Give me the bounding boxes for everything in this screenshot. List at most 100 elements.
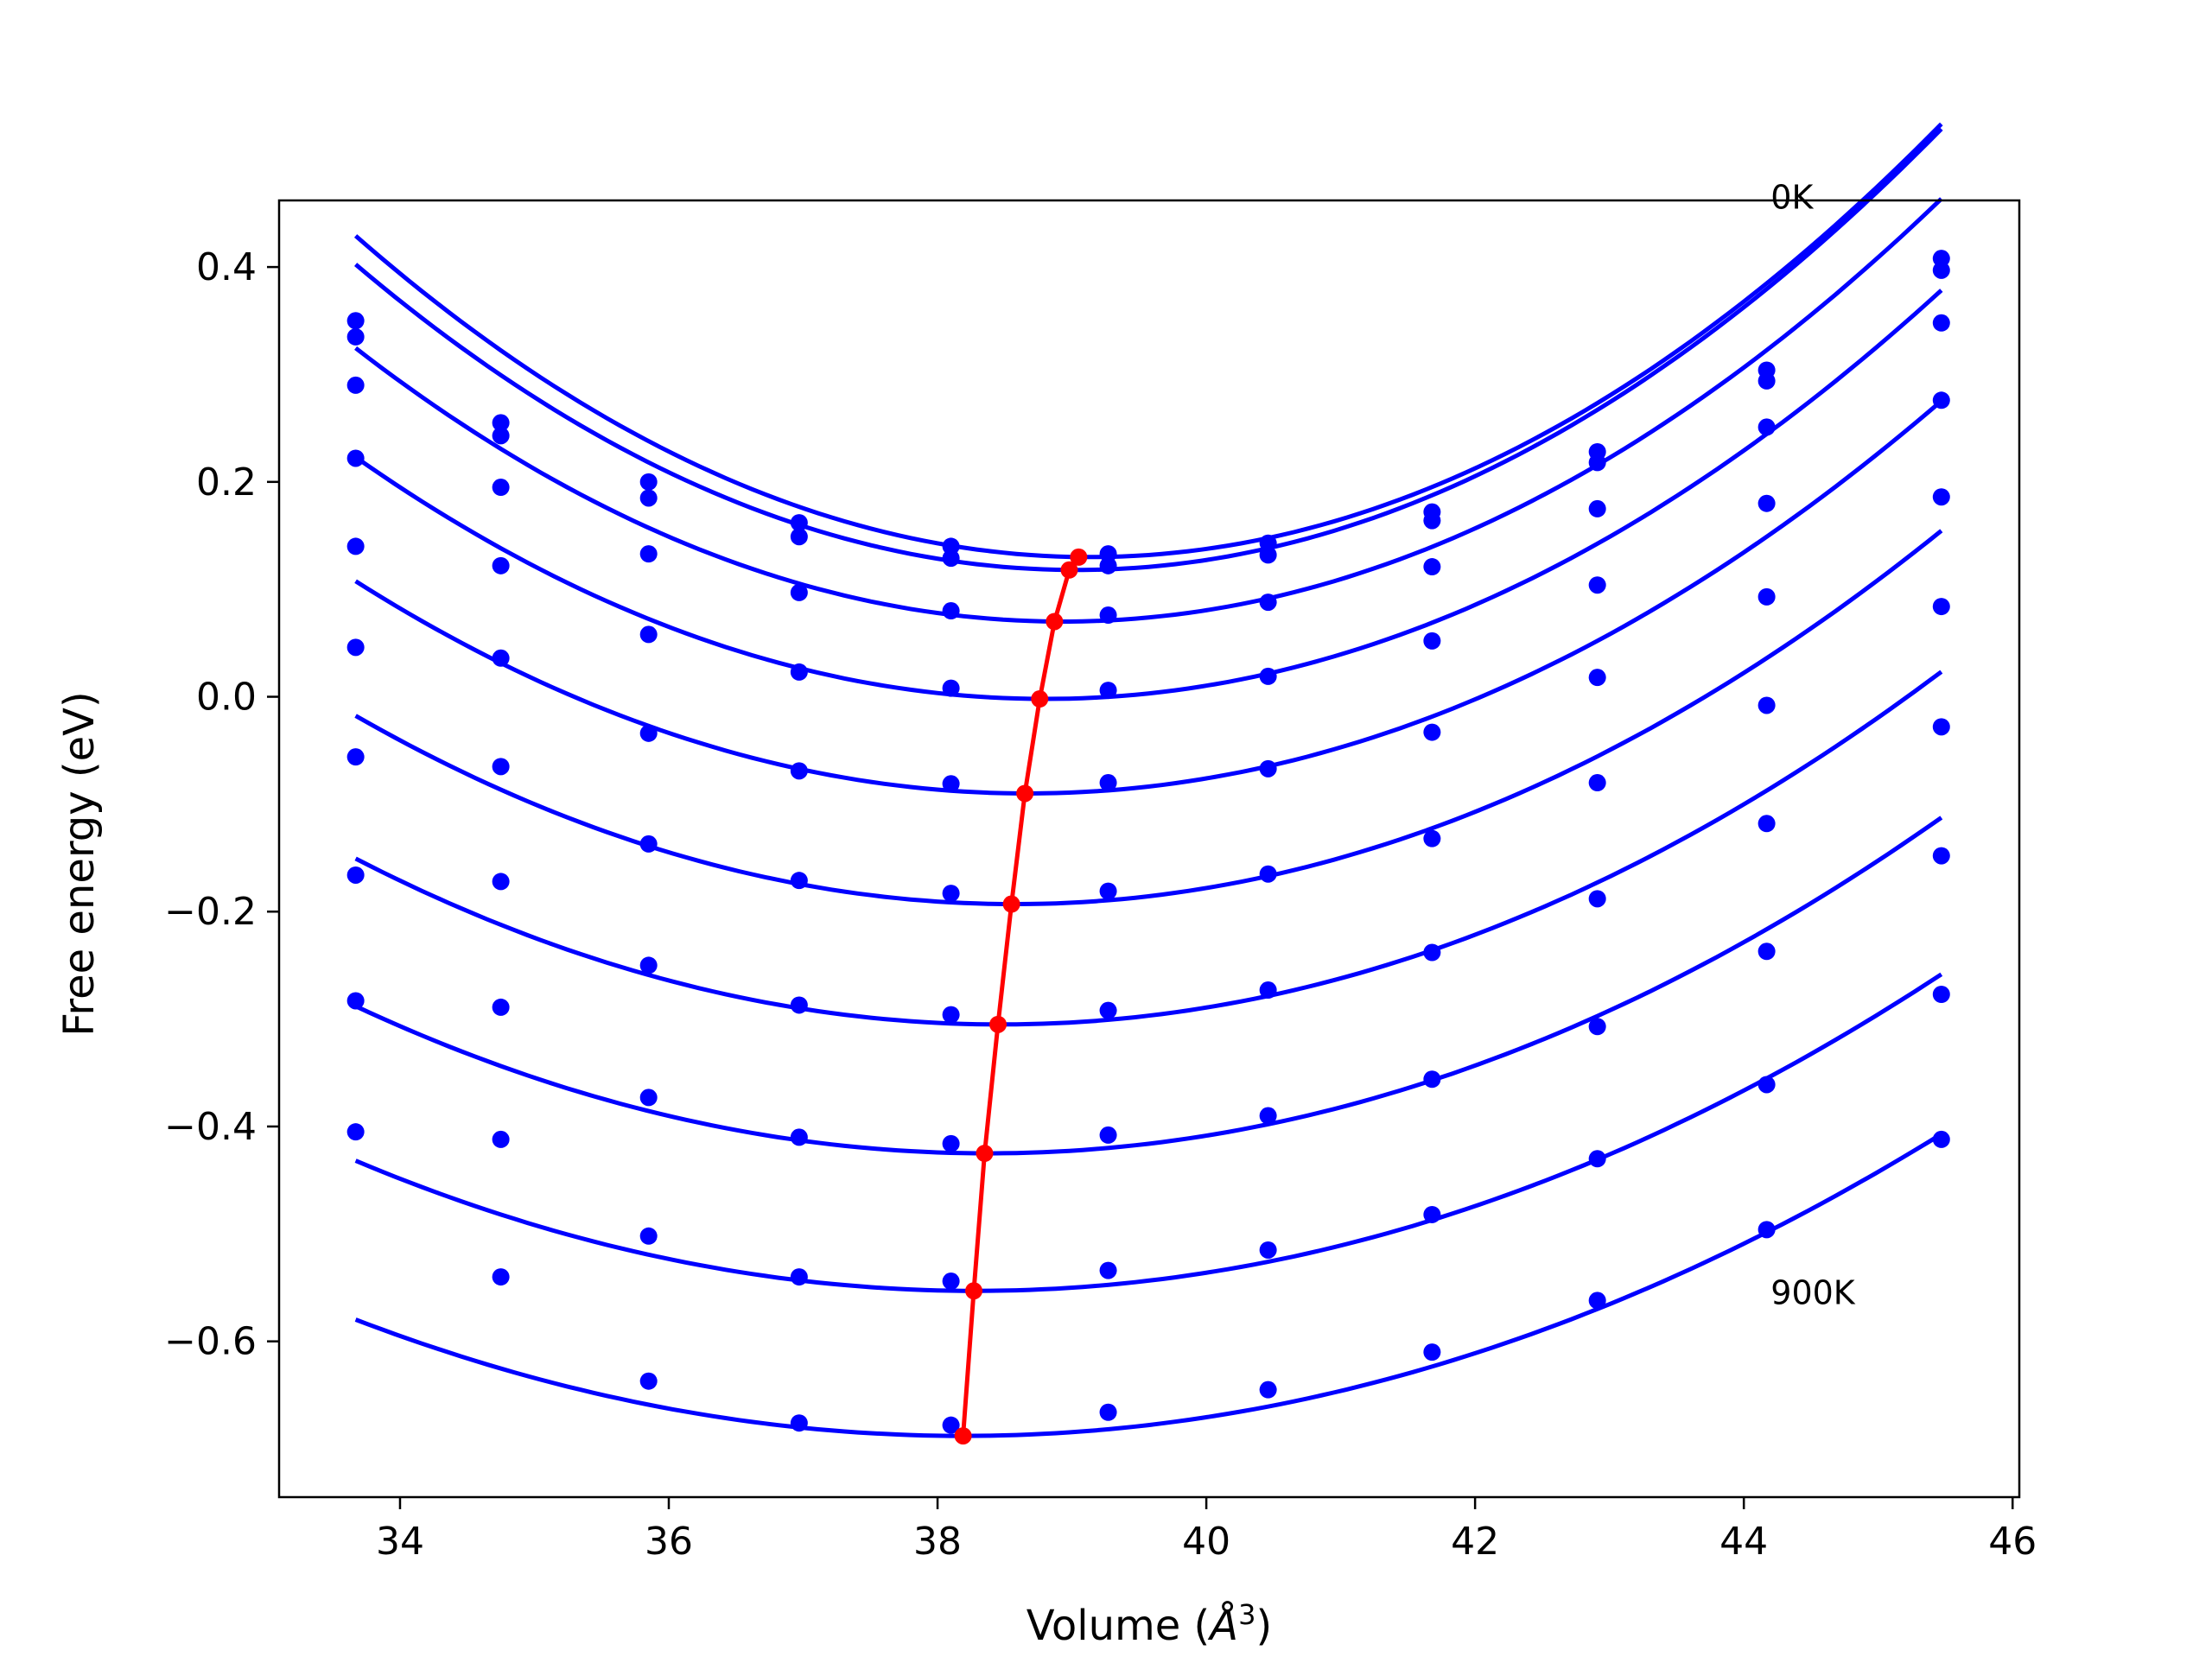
data-point-0-2 <box>639 473 658 491</box>
data-point-4-4 <box>942 775 960 793</box>
data-point-4-9 <box>1758 587 1776 606</box>
data-point-3-5 <box>1099 682 1117 700</box>
data-point-6-1 <box>492 873 510 891</box>
data-point-7-10 <box>1932 847 1950 865</box>
data-point-2-8 <box>1588 499 1606 517</box>
minimum-point-5 <box>1002 895 1020 913</box>
data-point-9-5 <box>1099 1403 1117 1421</box>
data-point-4-10 <box>1932 488 1950 506</box>
x-tick-label: 46 <box>1988 1520 2037 1564</box>
data-point-1-4 <box>942 549 960 568</box>
y-tick-label: −0.2 <box>164 890 257 934</box>
data-point-3-4 <box>942 679 960 697</box>
fit-curve-9 <box>354 1132 1943 1438</box>
data-points <box>346 250 1950 1434</box>
data-point-1-0 <box>346 327 365 346</box>
data-point-9-7 <box>1423 1343 1441 1362</box>
data-point-1-6 <box>1259 546 1277 564</box>
minimum-point-7 <box>976 1145 994 1163</box>
data-point-0-1 <box>492 414 510 432</box>
data-point-0-0 <box>346 312 365 330</box>
minima-path <box>954 548 1088 1445</box>
data-point-4-7 <box>1423 723 1441 741</box>
data-point-1-7 <box>1423 511 1441 530</box>
minima-line <box>961 555 1081 1437</box>
fit-curve-3 <box>354 289 1943 701</box>
data-point-9-1 <box>492 1268 510 1286</box>
data-point-2-5 <box>1099 606 1117 625</box>
data-point-9-0 <box>346 1123 365 1141</box>
data-point-2-0 <box>346 376 365 394</box>
data-point-8-6 <box>1259 1241 1277 1259</box>
fit-curves <box>353 122 1943 1438</box>
fit-curve-2 <box>354 197 1943 624</box>
data-point-7-9 <box>1758 943 1776 961</box>
data-point-8-9 <box>1758 1076 1776 1094</box>
data-point-3-2 <box>639 625 658 644</box>
data-point-7-2 <box>639 1089 658 1107</box>
data-point-8-5 <box>1099 1261 1117 1279</box>
x-axis-ticks: 34 36 38 40 42 44 46 <box>376 1497 2037 1564</box>
data-point-1-5 <box>1099 556 1117 574</box>
data-point-7-5 <box>1099 1126 1117 1144</box>
minimum-point-9 <box>954 1427 972 1445</box>
data-point-0-4 <box>942 537 960 555</box>
data-point-5-10 <box>1932 598 1950 616</box>
minimum-point-3 <box>1031 690 1049 708</box>
data-point-9-3 <box>790 1414 808 1432</box>
data-point-6-3 <box>790 996 808 1014</box>
x-tick-label: 40 <box>1182 1520 1230 1564</box>
data-point-2-10 <box>1932 314 1950 332</box>
data-point-6-2 <box>639 956 658 974</box>
fit-curve-8 <box>354 972 1943 1293</box>
data-point-0-3 <box>790 514 808 532</box>
data-point-5-2 <box>639 835 658 853</box>
fit-curve-6 <box>354 670 1943 1027</box>
data-point-3-8 <box>1588 576 1606 594</box>
minimum-point-1 <box>1060 561 1078 579</box>
data-point-5-1 <box>492 758 510 776</box>
data-point-5-8 <box>1588 774 1606 792</box>
data-point-9-4 <box>942 1416 960 1434</box>
data-point-2-4 <box>942 602 960 620</box>
fit-curve-0 <box>353 122 1943 560</box>
data-point-6-8 <box>1588 890 1606 908</box>
data-point-0-5 <box>1099 545 1117 563</box>
y-tick-label: 0.4 <box>196 245 257 289</box>
data-point-6-6 <box>1259 981 1277 1000</box>
data-point-2-1 <box>492 479 510 497</box>
minimum-point-0 <box>1070 548 1088 566</box>
data-point-2-2 <box>639 545 658 563</box>
data-point-3-3 <box>790 663 808 681</box>
data-point-3-6 <box>1259 667 1277 685</box>
data-point-5-3 <box>790 872 808 890</box>
data-point-1-1 <box>492 427 510 445</box>
fit-curve-1 <box>353 127 1943 573</box>
data-point-8-1 <box>492 1130 510 1148</box>
y-axis-label: Free energy (eV) <box>55 691 104 1036</box>
data-point-7-3 <box>790 1128 808 1146</box>
data-point-8-7 <box>1423 1205 1441 1223</box>
minimum-point-2 <box>1046 613 1064 631</box>
plot-frame <box>277 199 2021 1499</box>
data-point-0-6 <box>1259 534 1277 552</box>
x-axis-label: Volume (Å3) <box>1027 1598 1272 1650</box>
data-point-1-10 <box>1932 261 1950 279</box>
data-point-6-5 <box>1099 1001 1117 1019</box>
data-point-6-4 <box>942 1006 960 1024</box>
data-point-8-10 <box>1932 986 1950 1004</box>
data-point-9-10 <box>1932 1130 1950 1148</box>
y-tick-label: 0.0 <box>196 676 257 720</box>
minimum-point-6 <box>989 1015 1007 1033</box>
data-point-8-3 <box>790 1268 808 1286</box>
data-point-3-0 <box>346 449 365 467</box>
minimum-point-4 <box>1016 784 1034 803</box>
data-point-4-8 <box>1588 669 1606 687</box>
data-point-1-3 <box>790 528 808 546</box>
data-point-1-9 <box>1758 371 1776 390</box>
data-point-8-0 <box>346 992 365 1010</box>
data-point-3-7 <box>1423 632 1441 650</box>
data-point-7-1 <box>492 998 510 1016</box>
